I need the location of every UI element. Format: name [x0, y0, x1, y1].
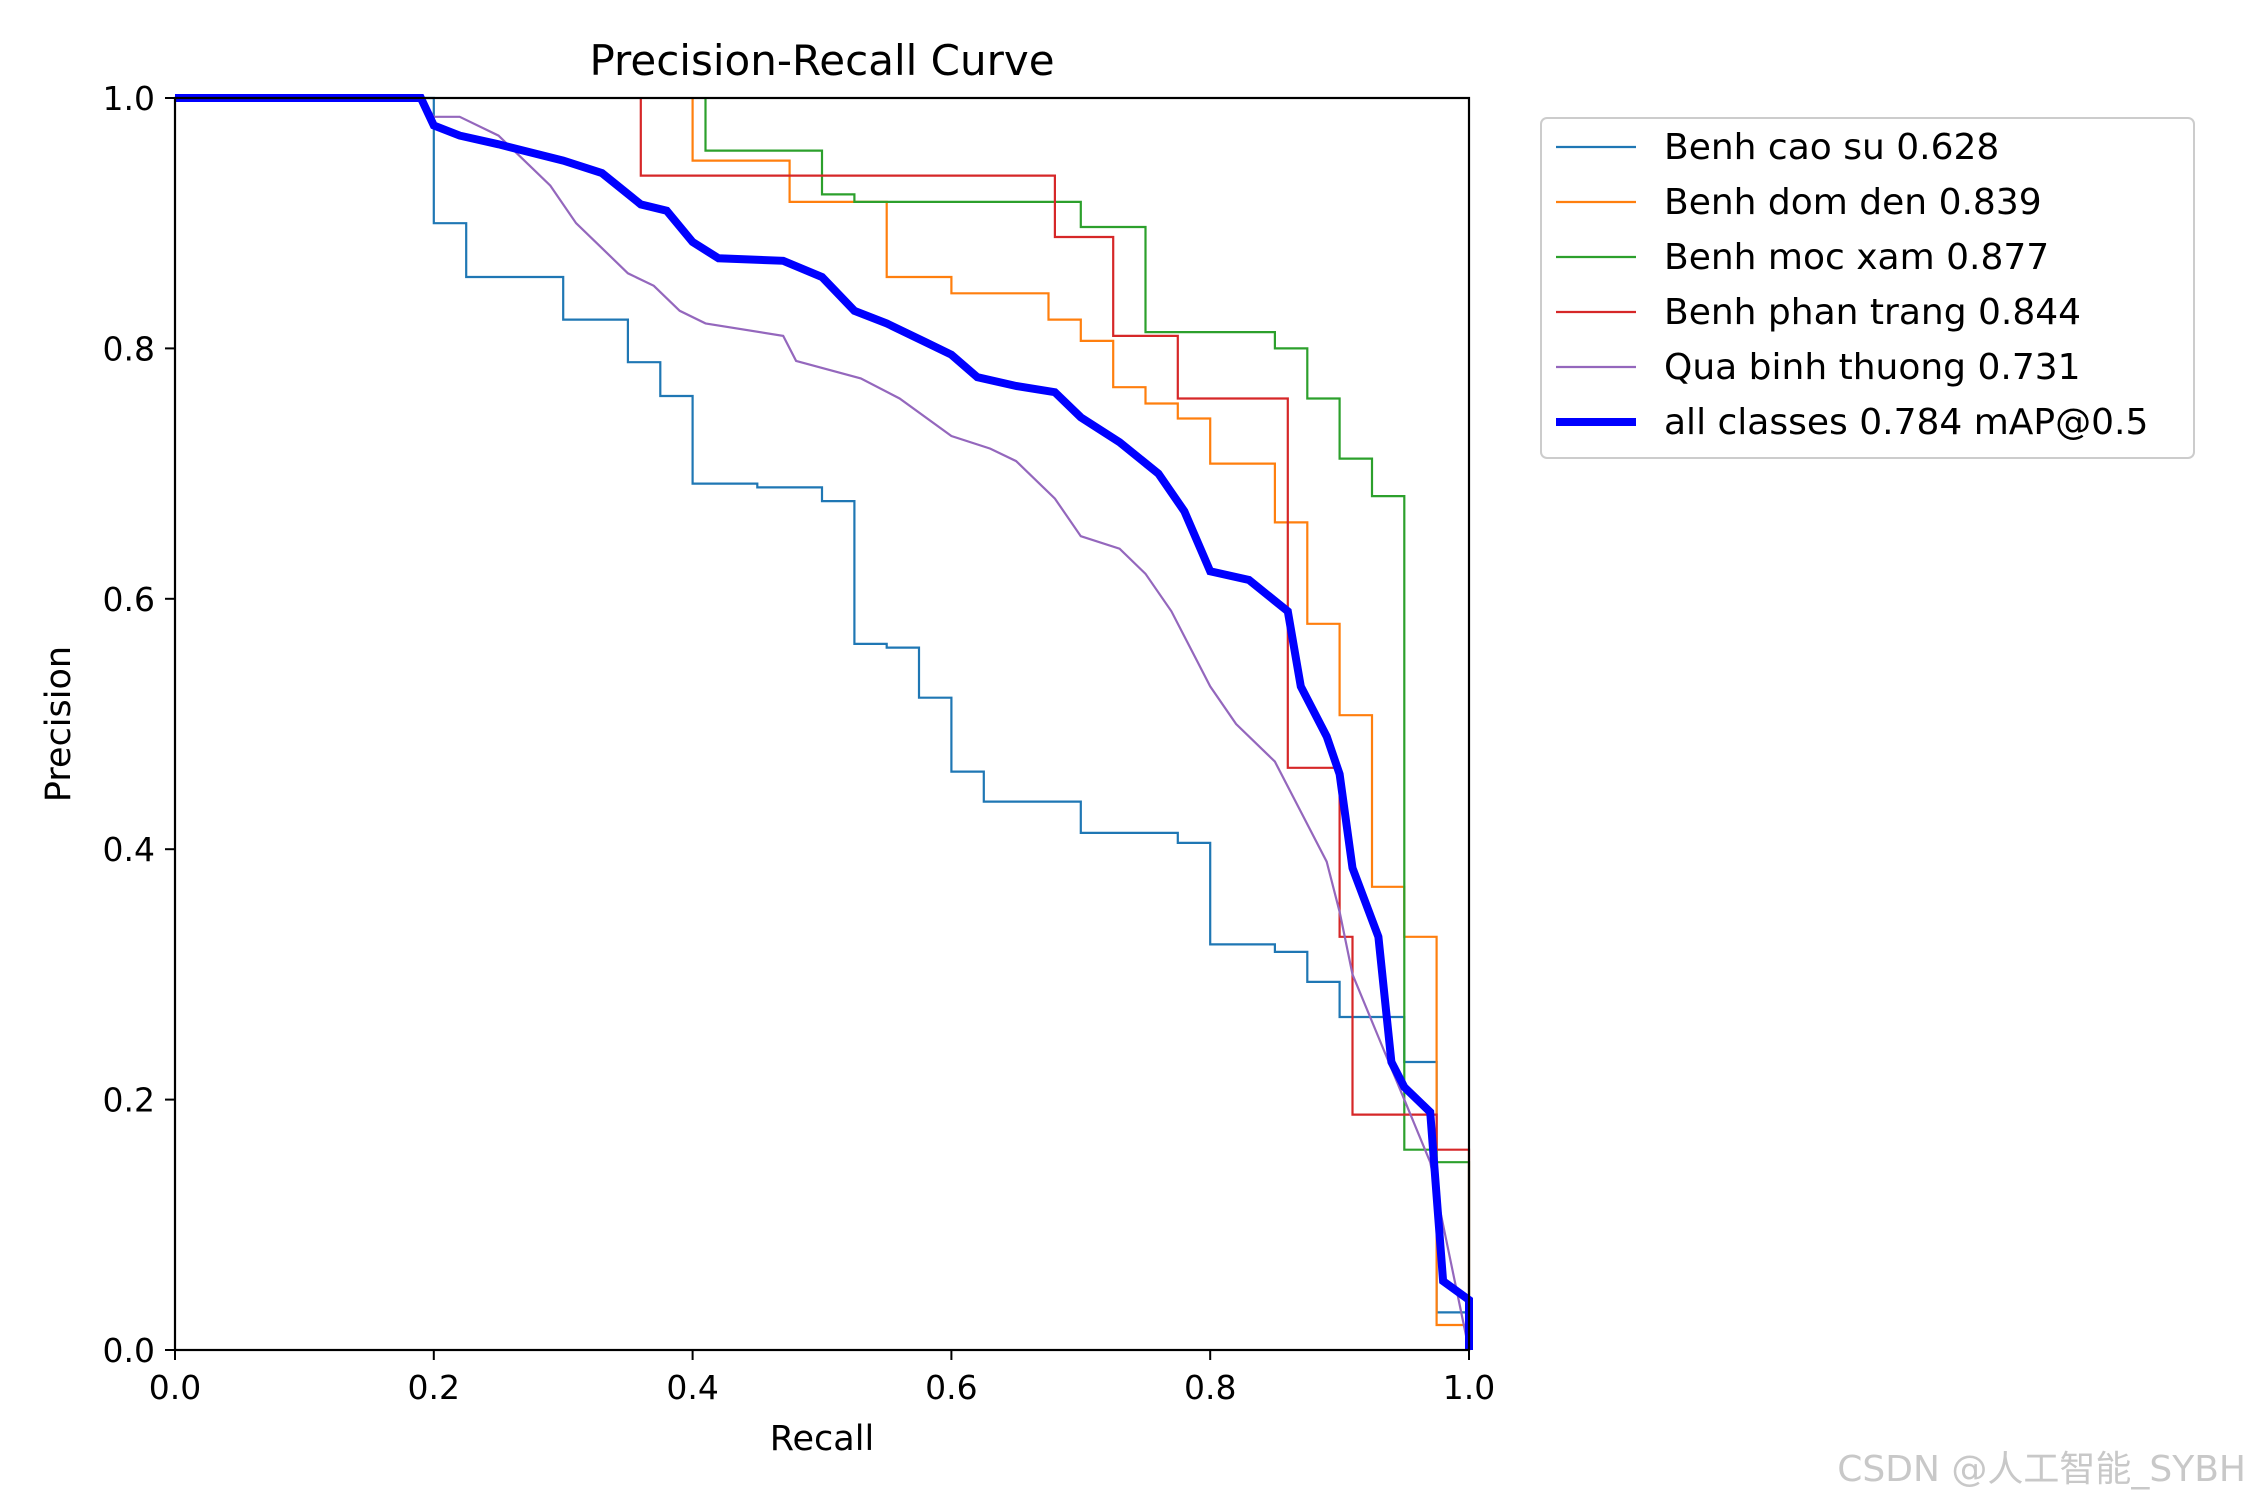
x-tick-label: 0.2: [408, 1368, 460, 1407]
x-axis-label: Recall: [770, 1419, 874, 1459]
series-line-4: [639, 98, 1471, 1350]
watermark: CSDN @人工智能_SYBH: [1837, 1449, 2246, 1490]
legend-label-3: Benh moc xam 0.877: [1664, 237, 2049, 278]
x-axis-ticks: 0.0 0.2 0.4 0.6 0.8 1.0: [149, 1350, 1495, 1407]
legend-label-1: Benh cao su 0.628: [1664, 127, 1999, 168]
series-line-5: [175, 96, 1471, 1351]
series-line-1: [175, 96, 1471, 1350]
series-layer: [175, 94, 1473, 1351]
y-axis-label: Precision: [39, 646, 79, 802]
series-line-3: [704, 98, 1471, 1350]
x-tick-label: 1.0: [1443, 1368, 1495, 1407]
y-tick-label: 0.8: [103, 329, 155, 368]
plot-area: [173, 94, 1473, 1352]
plot-frame: [173, 96, 1471, 1352]
y-tick-label: 0.4: [103, 830, 155, 869]
y-tick-label: 0.2: [103, 1081, 155, 1120]
chart-title: Precision-Recall Curve: [589, 36, 1054, 85]
y-tick-label: 0.0: [103, 1331, 155, 1370]
y-tick-label: 0.6: [103, 580, 155, 619]
legend: Benh cao su 0.628 Benh dom den 0.839 Benh …: [1540, 117, 2195, 459]
legend-box: [1540, 117, 2195, 459]
legend-label-6: all classes 0.784 mAP@0.5: [1664, 402, 2148, 443]
y-axis-ticks: 0.0 0.2 0.4 0.6 0.8 1.0: [103, 79, 175, 1370]
y-tick-label: 1.0: [103, 79, 155, 118]
x-tick-label: 0.8: [1184, 1368, 1236, 1407]
x-tick-label: 0.4: [666, 1368, 718, 1407]
legend-label-4: Benh phan trang 0.844: [1664, 292, 2081, 333]
legend-items: Benh cao su 0.628 Benh dom den 0.839 Benh …: [1556, 127, 2148, 443]
x-tick-label: 0.0: [149, 1368, 201, 1407]
x-tick-label: 0.6: [925, 1368, 977, 1407]
legend-label-2: Benh dom den 0.839: [1664, 182, 2042, 223]
series-line-2: [691, 98, 1471, 1350]
series-line-6: [175, 94, 1473, 1350]
legend-label-5: Qua binh thuong 0.731: [1664, 347, 2081, 388]
